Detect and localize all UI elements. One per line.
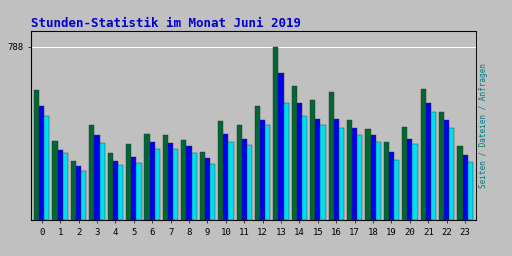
Bar [52,141,57,220]
Y-axis label: Seiten / Dateien / Anfragen: Seiten / Dateien / Anfragen [479,63,488,188]
Bar [76,166,81,220]
Bar [210,164,215,220]
Bar [339,128,344,220]
Bar [425,103,431,220]
Bar [347,120,352,220]
Bar [237,125,242,220]
Bar [394,159,399,220]
Bar [131,157,136,220]
Bar [408,139,413,220]
Bar [57,150,63,220]
Bar [150,142,155,220]
Bar [467,162,473,220]
Bar [118,165,123,220]
Bar [279,72,284,220]
Bar [462,155,467,220]
Bar [265,125,270,220]
Bar [371,135,376,220]
Text: Stunden-Statistik im Monat Juni 2019: Stunden-Statistik im Monat Juni 2019 [31,17,301,29]
Bar [357,135,362,220]
Bar [402,126,408,220]
Bar [113,161,118,220]
Bar [45,115,50,220]
Bar [71,161,76,220]
Bar [247,145,252,220]
Bar [334,119,339,220]
Bar [200,152,205,220]
Bar [292,86,297,220]
Bar [186,146,191,220]
Bar [34,90,39,220]
Bar [431,112,436,220]
Bar [39,106,45,220]
Bar [260,120,265,220]
Bar [126,144,131,220]
Bar [81,170,87,220]
Bar [352,128,357,220]
Bar [457,146,462,220]
Bar [255,106,260,220]
Bar [168,143,173,220]
Bar [108,153,113,220]
Bar [228,142,233,220]
Bar [99,143,105,220]
Bar [302,115,307,220]
Bar [389,152,394,220]
Bar [273,47,279,220]
Bar [181,140,186,220]
Bar [218,121,223,220]
Bar [315,119,321,220]
Bar [450,128,455,220]
Bar [163,135,168,220]
Bar [284,103,289,220]
Bar [420,89,425,220]
Bar [223,134,228,220]
Bar [329,92,334,220]
Bar [376,142,381,220]
Bar [297,103,302,220]
Bar [384,142,389,220]
Bar [63,153,68,220]
Bar [444,120,450,220]
Bar [439,112,444,220]
Bar [173,148,178,220]
Bar [242,139,247,220]
Bar [191,153,197,220]
Bar [413,144,418,220]
Bar [94,135,99,220]
Bar [144,134,150,220]
Bar [310,100,315,220]
Bar [89,125,94,220]
Bar [155,148,160,220]
Bar [321,125,326,220]
Bar [205,158,210,220]
Bar [136,163,141,220]
Bar [366,129,371,220]
